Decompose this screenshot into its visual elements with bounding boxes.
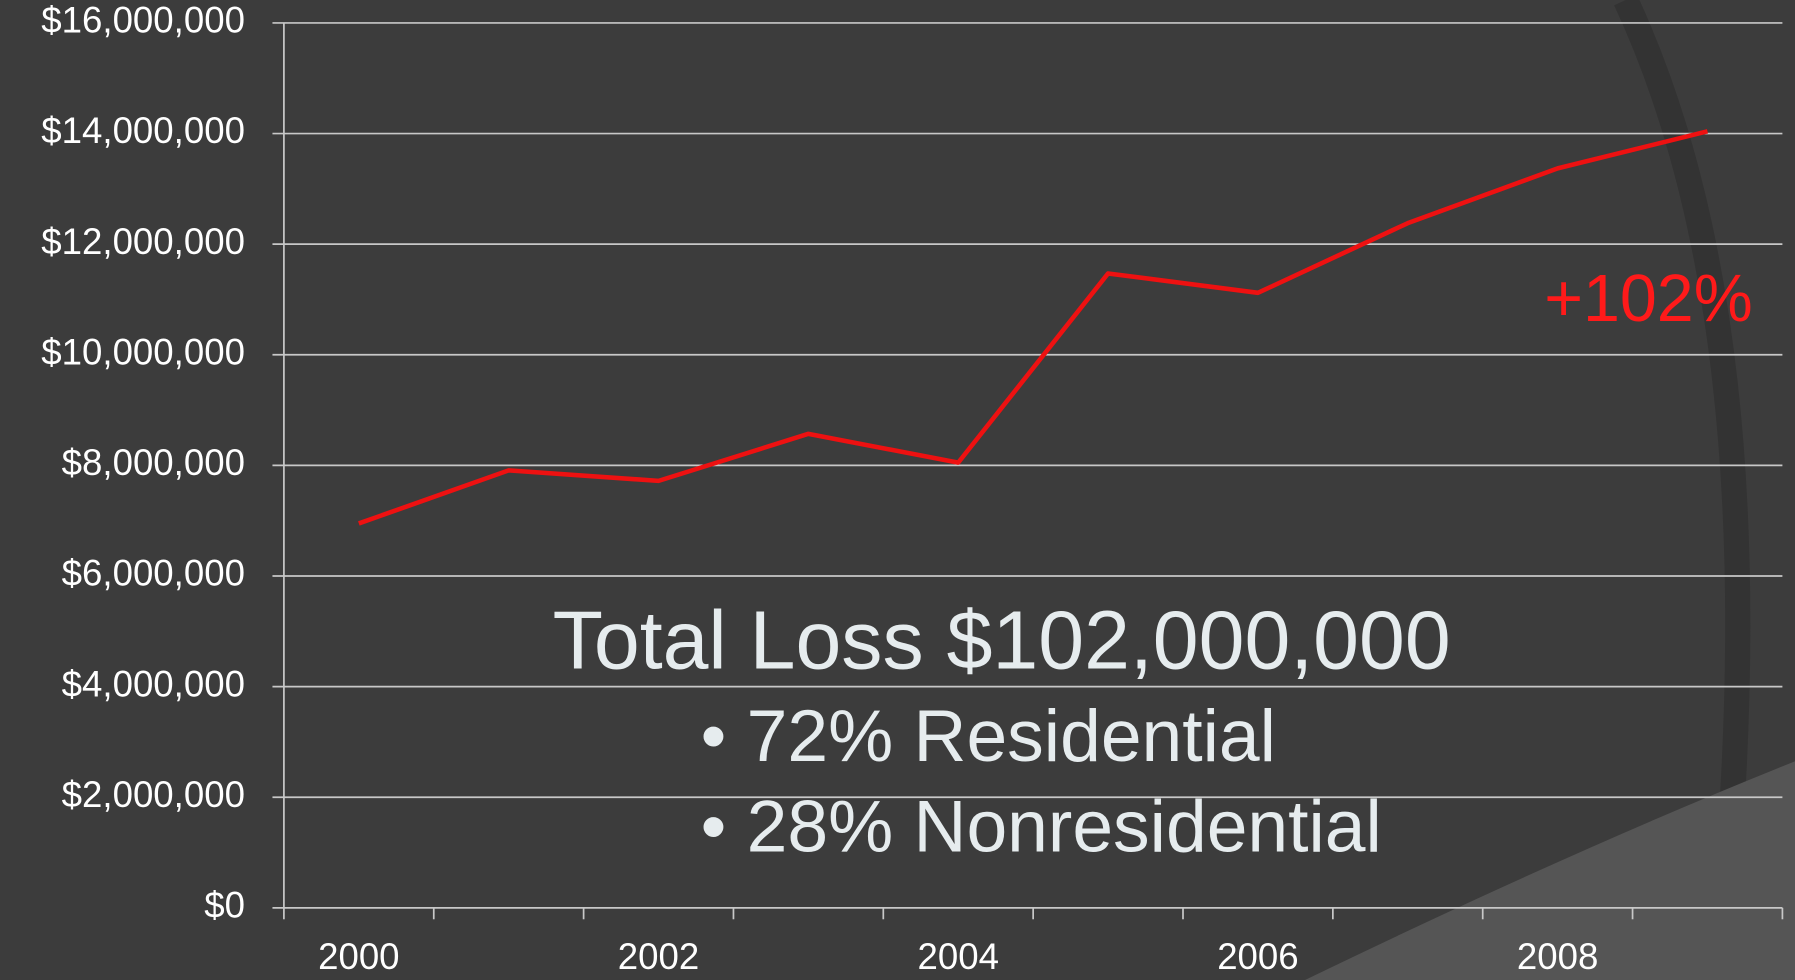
y-tick-label: $16,000,000	[41, 0, 245, 41]
x-tick-label: 2004	[917, 936, 998, 977]
x-tick-label: 2000	[318, 936, 399, 977]
plot-area: $0 $2,000,000 $4,000,000 $6,000,000 $8,000,0…	[41, 0, 1784, 977]
y-tick-label: $2,000,000	[62, 774, 245, 815]
annotation: +102%	[1544, 262, 1753, 336]
y-tick-label: $10,000,000	[41, 331, 245, 372]
annotation: • 28% Nonresidential	[701, 786, 1382, 868]
x-tick-label: 2006	[1217, 936, 1298, 977]
x-tick-label: 2008	[1517, 936, 1598, 977]
y-tick-label: $6,000,000	[62, 553, 245, 594]
x-tick-label: 2002	[618, 936, 699, 977]
annotation: Total Loss $102,000,000	[553, 595, 1451, 687]
y-tick-label: $14,000,000	[41, 110, 245, 151]
y-tick-label: $4,000,000	[62, 663, 245, 704]
annotation: • 72% Residential	[701, 695, 1276, 777]
y-tick-label: $8,000,000	[62, 442, 245, 483]
y-tick-label: $12,000,000	[41, 221, 245, 262]
decor-swoosh	[1305, 761, 1795, 980]
data-line	[358, 129, 1709, 526]
y-tick-label: $0	[204, 885, 245, 926]
